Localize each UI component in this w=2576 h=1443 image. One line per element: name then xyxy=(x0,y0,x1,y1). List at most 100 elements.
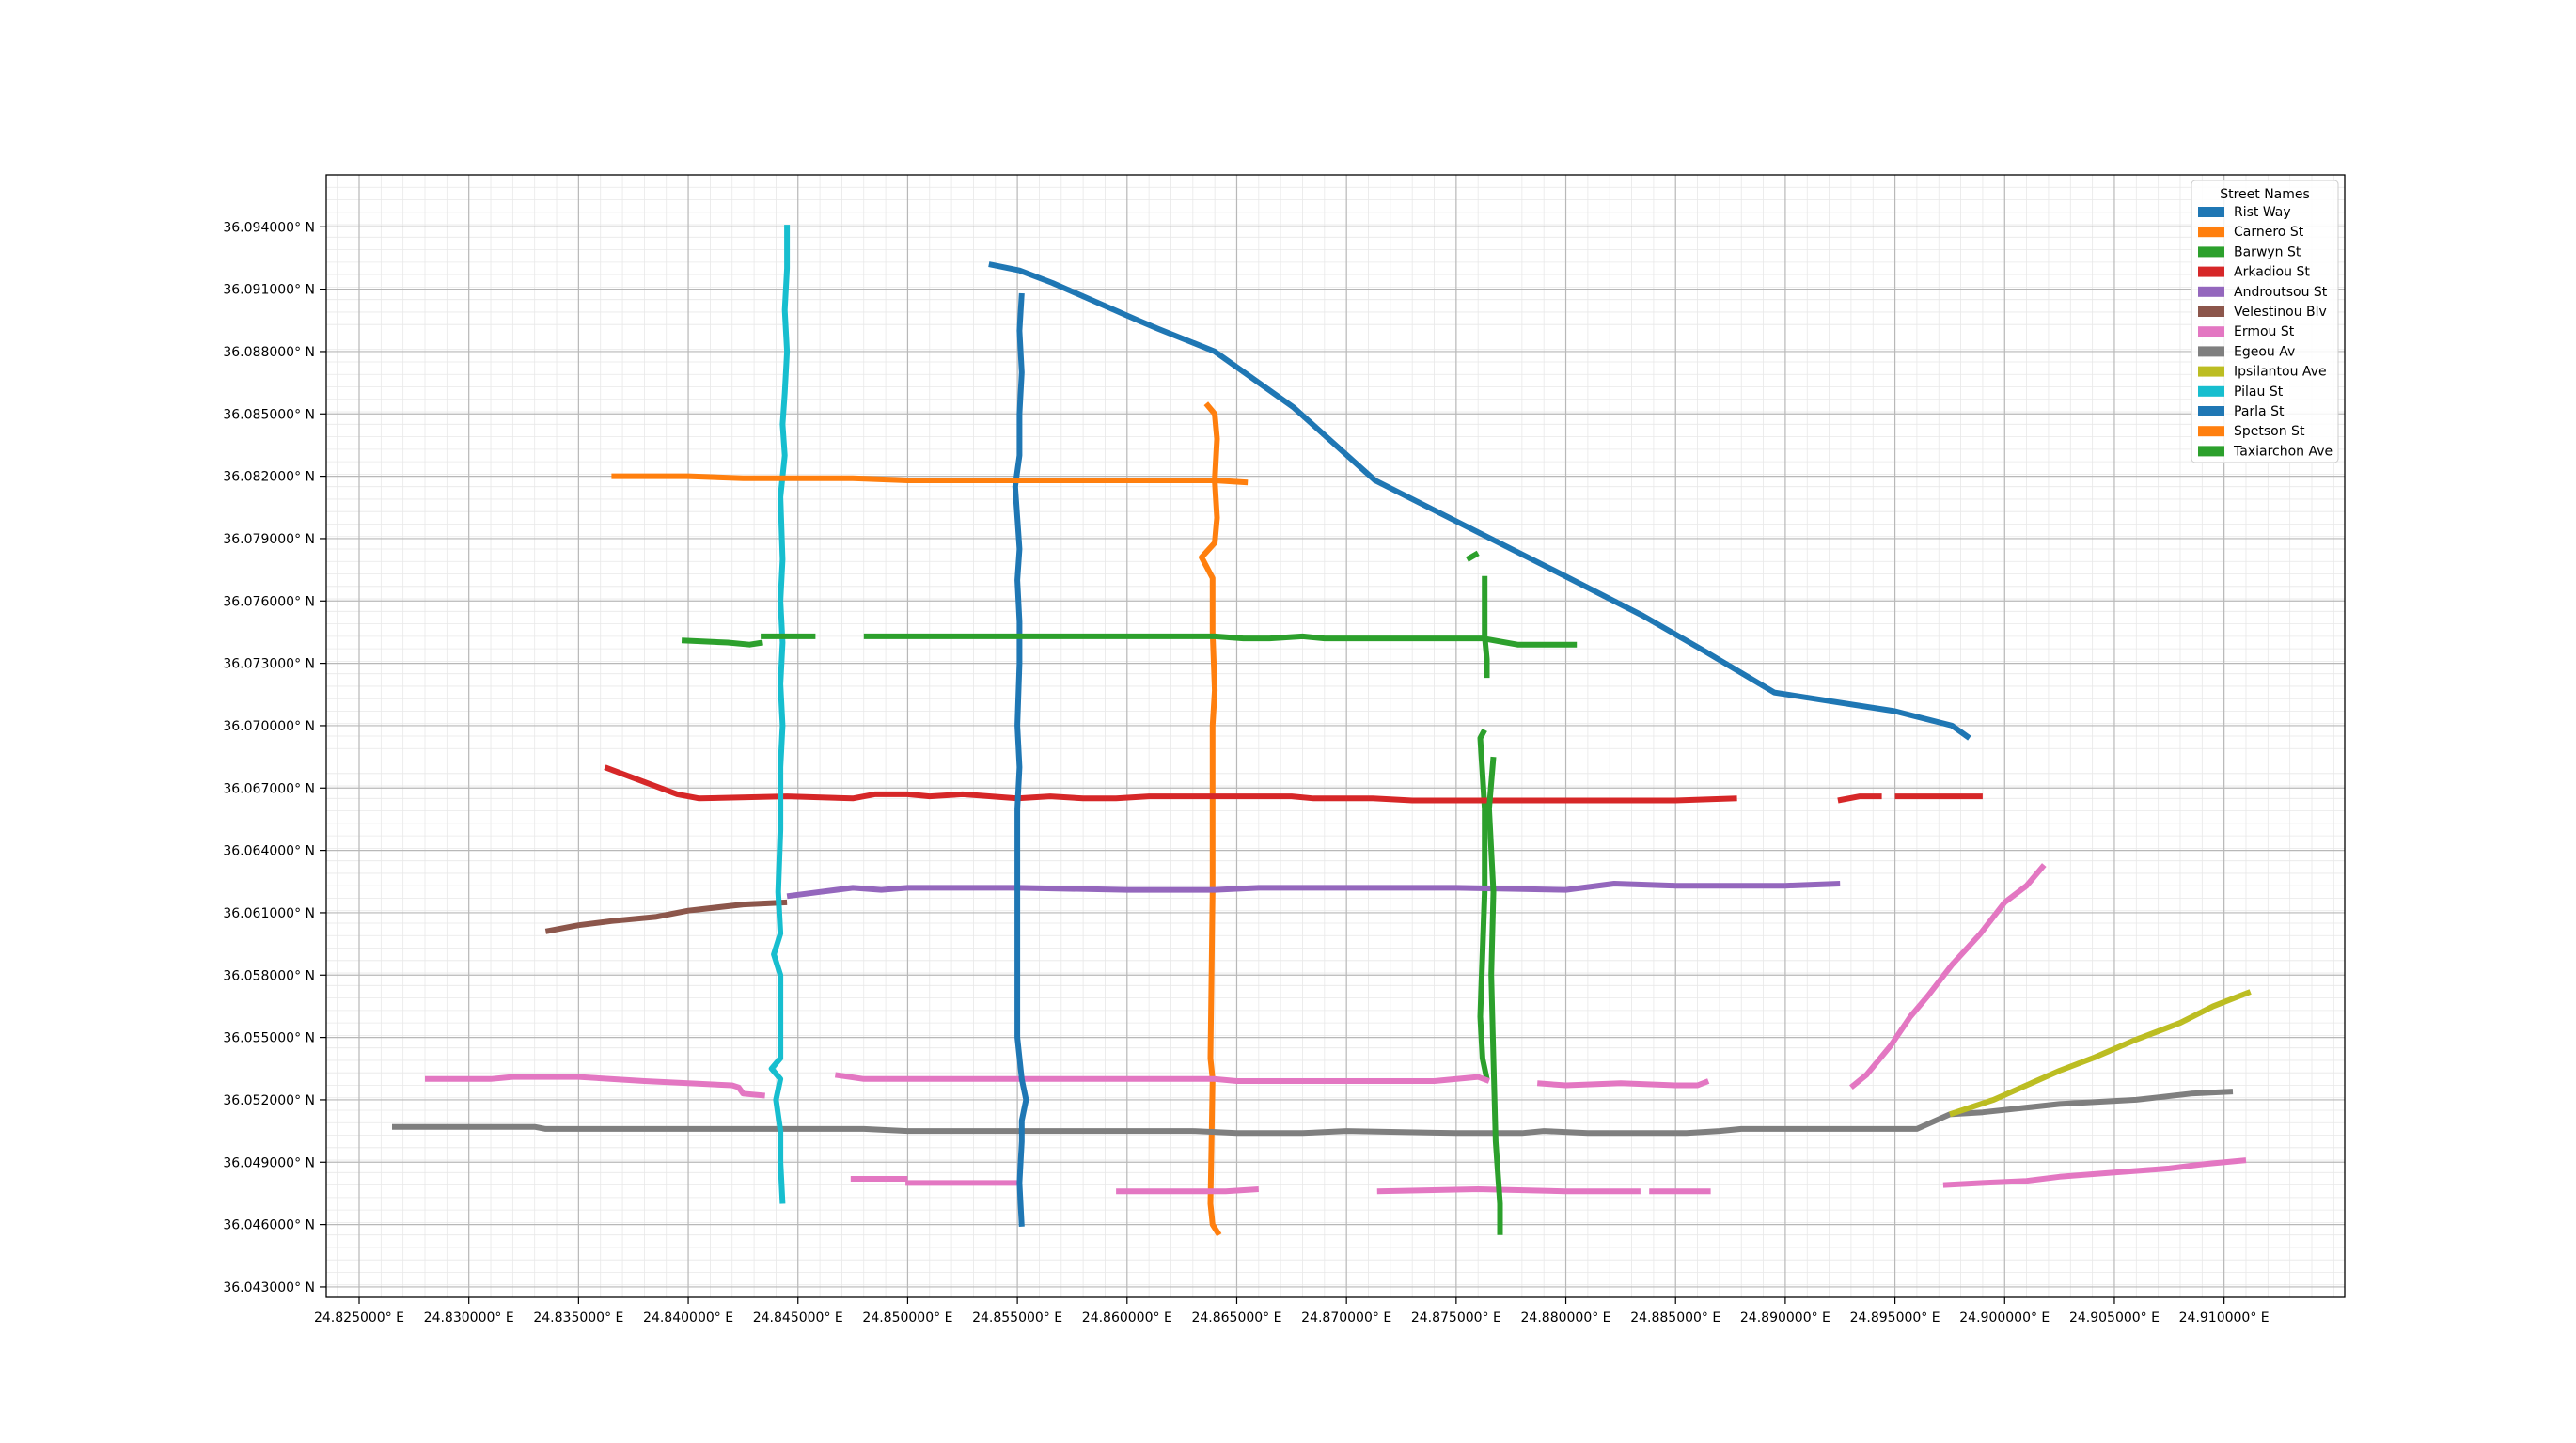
minor-grid xyxy=(326,174,2345,1298)
x-tick-label: 24.900000° E xyxy=(1959,1310,2050,1325)
street-segment xyxy=(834,1072,1490,1084)
legend-box xyxy=(2191,180,2339,463)
x-tick-label: 24.885000° E xyxy=(1630,1310,1720,1325)
x-axis: 24.825000° E 24.830000° E 24.835000° E 24.8… xyxy=(314,1297,2270,1325)
x-tick-label: 24.895000° E xyxy=(1850,1310,1940,1325)
x-tick-label: 24.825000° E xyxy=(314,1310,404,1325)
x-tick-label: 24.840000° E xyxy=(643,1310,733,1325)
y-tick-label: 36.052000° N xyxy=(223,1093,315,1108)
legend-label: Ermou St xyxy=(2234,324,2295,339)
y-tick-label: 36.067000° N xyxy=(223,781,315,796)
legend-label: Carnero St xyxy=(2234,225,2304,240)
legend-label: Barwyn St xyxy=(2234,244,2301,259)
street-ermou-st xyxy=(425,863,2247,1195)
x-tick-label: 24.830000° E xyxy=(424,1310,514,1325)
y-tick-label: 36.046000° N xyxy=(223,1218,315,1233)
x-tick-label: 24.880000° E xyxy=(1521,1310,1611,1325)
legend-label: Parla St xyxy=(2234,404,2285,419)
street-egeou-av xyxy=(392,1089,2234,1137)
x-tick-label: 24.870000° E xyxy=(1301,1310,1391,1325)
street-segment xyxy=(1482,575,1490,679)
street-segment xyxy=(681,637,763,648)
legend-label: Pilau St xyxy=(2234,384,2284,400)
legend-title: Street Names xyxy=(2220,187,2310,202)
legend-swatch xyxy=(2198,326,2224,337)
street-segment xyxy=(863,633,1578,648)
y-tick-label: 36.082000° N xyxy=(223,470,315,485)
y-tick-label: 36.085000° N xyxy=(223,407,315,422)
legend-swatch xyxy=(2198,286,2224,297)
legend-label: Spetson St xyxy=(2234,424,2305,439)
street-androutsou-st xyxy=(786,881,1841,900)
y-tick-label: 36.088000° N xyxy=(223,345,315,360)
street-segment xyxy=(425,1074,765,1099)
street-segment xyxy=(1837,793,1882,804)
street-rist-way xyxy=(988,261,1971,741)
y-tick-label: 36.049000° N xyxy=(223,1155,315,1170)
street-segment xyxy=(1477,728,1490,1080)
street-segment xyxy=(1948,989,2252,1118)
legend-label: Rist Way xyxy=(2234,205,2291,220)
street-segment xyxy=(1485,756,1503,1235)
y-tick-label: 36.058000° N xyxy=(223,968,315,983)
legend-label: Androutsou St xyxy=(2234,285,2328,300)
legend-swatch xyxy=(2198,446,2224,457)
legend-label: Arkadiou St xyxy=(2234,265,2310,280)
y-tick-label: 36.073000° N xyxy=(223,657,315,672)
street-arkadiou-st xyxy=(604,764,1983,804)
street-segment xyxy=(768,225,791,1204)
x-tick-label: 24.905000° E xyxy=(2069,1310,2160,1325)
x-tick-label: 24.850000° E xyxy=(862,1310,952,1325)
street-taxiarchon-ave xyxy=(681,633,1578,1235)
street-velestinou-blv xyxy=(544,899,788,934)
legend-swatch xyxy=(2198,406,2224,416)
x-tick-label: 24.890000° E xyxy=(1740,1310,1830,1325)
legend-label: Egeou Av xyxy=(2234,344,2295,359)
y-tick-label: 36.061000° N xyxy=(223,906,315,921)
street-segment xyxy=(1012,292,1029,1227)
street-segment xyxy=(1536,1078,1710,1089)
street-segment xyxy=(786,881,1841,900)
x-tick-label: 24.875000° E xyxy=(1411,1310,1501,1325)
street-segment xyxy=(1849,863,2047,1090)
x-tick-label: 24.845000° E xyxy=(753,1310,843,1325)
street-lines xyxy=(392,225,2252,1237)
street-segment xyxy=(611,473,1249,486)
legend-label: Velestinou Blv xyxy=(2234,305,2327,320)
y-tick-label: 36.070000° N xyxy=(223,719,315,734)
y-tick-label: 36.091000° N xyxy=(223,283,315,298)
street-segment xyxy=(988,261,1971,741)
street-segment xyxy=(1376,1186,1641,1195)
legend-swatch xyxy=(2198,266,2224,277)
legend-label: Taxiarchon Ave xyxy=(2233,444,2333,459)
y-tick-label: 36.055000° N xyxy=(223,1031,315,1046)
legend-swatch xyxy=(2198,306,2224,317)
y-tick-label: 36.064000° N xyxy=(223,844,315,859)
street-segment xyxy=(1466,550,1480,562)
street-segment xyxy=(1199,401,1222,1237)
street-segment xyxy=(1116,1186,1259,1195)
street-carnero-st xyxy=(1199,401,1222,1237)
plot-frame xyxy=(325,174,2346,1298)
legend-swatch xyxy=(2198,207,2224,217)
street-parla-st xyxy=(1012,292,1029,1227)
legend: Street Names Rist Way Carnero St Barwyn St… xyxy=(2191,180,2339,463)
street-pilau-st xyxy=(768,225,791,1204)
street-segment xyxy=(392,1089,2234,1137)
x-tick-label: 24.835000° E xyxy=(533,1310,623,1325)
street-segment xyxy=(544,899,788,934)
legend-swatch xyxy=(2198,246,2224,258)
y-tick-label: 36.079000° N xyxy=(223,532,315,547)
street-ipsilantou-ave xyxy=(1948,989,2252,1118)
major-grid xyxy=(326,175,2345,1297)
street-spetson-st xyxy=(611,473,1249,486)
legend-swatch xyxy=(2198,227,2224,238)
y-tick-label: 36.043000° N xyxy=(223,1280,315,1295)
legend-swatch xyxy=(2198,366,2224,377)
x-tick-label: 24.860000° E xyxy=(1082,1310,1172,1325)
legend-items: Rist Way Carnero St Barwyn St Arkadiou St An… xyxy=(2198,205,2333,459)
x-tick-label: 24.855000° E xyxy=(972,1310,1062,1325)
y-tick-label: 36.076000° N xyxy=(223,594,315,609)
